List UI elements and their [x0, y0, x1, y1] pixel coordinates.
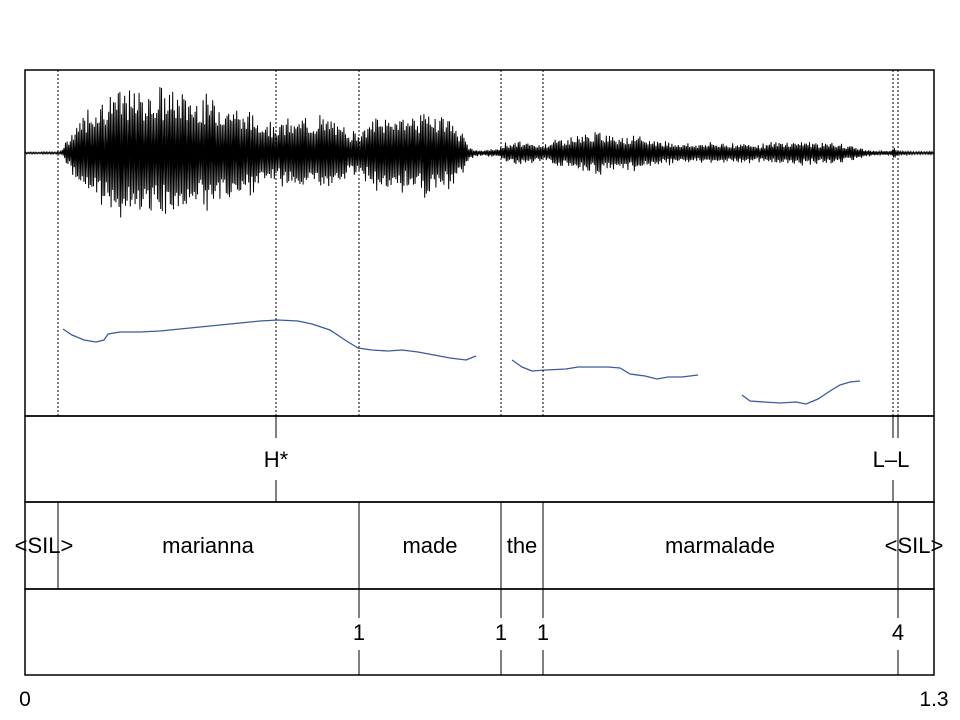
time-axis-end-label: 1.3: [919, 688, 948, 711]
break-index-tier: 1 1 1 4: [24, 588, 935, 676]
signal-panel: [24, 69, 935, 417]
boundary-guides: [57, 70, 899, 416]
word-label-marmalade: marmalade: [665, 533, 775, 558]
break-index-tier-frame: [24, 588, 935, 676]
time-axis-start-label: 0: [19, 688, 31, 711]
tone-tier: H* L–L: [24, 415, 935, 503]
word-label-made: made: [402, 533, 457, 558]
break-label: 1: [495, 620, 507, 645]
waveform: [24, 87, 934, 218]
pitch-segment: [741, 380, 861, 405]
word-label-the: the: [507, 533, 538, 558]
pitch-segment: [511, 359, 699, 380]
break-label: 1: [353, 620, 365, 645]
word-label-sil-start: <SIL>: [15, 533, 74, 558]
pitch-track: [62, 319, 861, 405]
time-axis: 0 1.3: [19, 688, 948, 711]
word-tier: <SIL> marianna made the marmalade <SIL>: [15, 501, 944, 590]
word-label-sil-end: <SIL>: [885, 533, 944, 558]
break-label: 4: [892, 620, 904, 645]
pitch-segment: [62, 319, 477, 361]
word-label-marianna: marianna: [162, 533, 254, 558]
tone-label-h-star: H*: [264, 447, 289, 472]
tone-label-l-l: L–L: [873, 447, 910, 472]
break-label: 1: [537, 620, 549, 645]
tone-tier-frame: [24, 415, 935, 503]
